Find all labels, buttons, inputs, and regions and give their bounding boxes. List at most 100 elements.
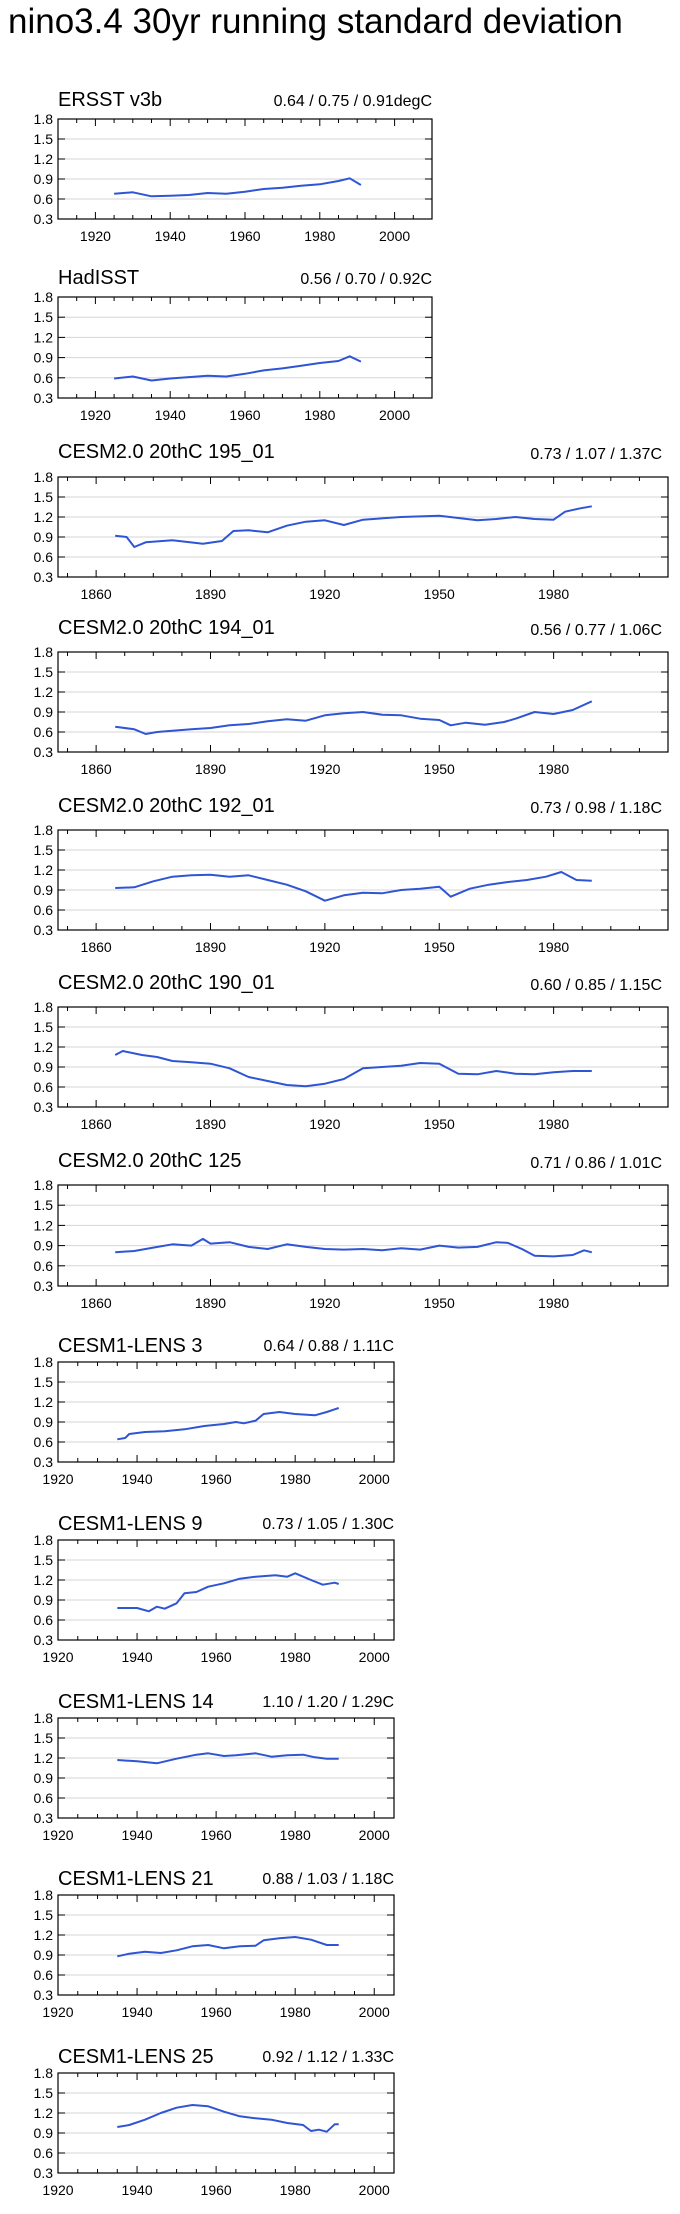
y-tick-label: 1.2 — [34, 1394, 54, 1410]
panel-stats: 0.73 / 1.07 / 1.37C — [530, 446, 662, 463]
x-tick-label: 1920 — [80, 228, 111, 244]
x-tick-label: 1940 — [155, 228, 186, 244]
y-tick-label: 1.8 — [34, 111, 54, 127]
plot-frame — [57, 296, 433, 399]
chart-panel: 0.3 0.6 0.9 1.2 1.5 1.8 1920 1940 1960 1980 2000 — [34, 1887, 395, 2020]
panel-stats: 0.73 / 0.98 / 1.18C — [530, 800, 662, 817]
chart-panel: 0.3 0.6 0.9 1.2 1.5 1.8 1920 1940 1960 1980 2000 — [34, 2065, 395, 2198]
panel-title: HadISST — [58, 267, 140, 289]
series-line — [113, 355, 362, 382]
y-tick-label: 0.3 — [34, 569, 54, 585]
x-tick-label: 1920 — [309, 939, 340, 955]
y-tick-label: 1.8 — [34, 1887, 54, 1903]
series-line — [115, 871, 592, 902]
y-tick-label: 0.6 — [34, 1079, 54, 1095]
x-tick-label: 1890 — [195, 939, 226, 955]
plot-frame — [57, 2072, 395, 2174]
x-tick-label: 2000 — [359, 1471, 390, 1487]
x-tick-label: 1920 — [309, 1295, 340, 1311]
plot-frame — [57, 476, 669, 578]
x-tick-label: 1890 — [195, 586, 226, 602]
y-tick-label: 0.3 — [34, 2165, 54, 2181]
y-tick-label: 0.6 — [34, 1258, 54, 1274]
y-tick-label: 0.9 — [34, 529, 54, 545]
x-tick-label: 1980 — [280, 2182, 311, 2198]
y-tick-label: 0.3 — [34, 390, 54, 406]
y-tick-label: 1.2 — [34, 1039, 54, 1055]
x-tick-label: 1920 — [309, 761, 340, 777]
x-tick-label: 1980 — [304, 407, 335, 423]
x-tick-label: 1860 — [81, 1295, 112, 1311]
y-tick-label: 0.9 — [34, 1592, 54, 1608]
x-tick-label: 1940 — [121, 1471, 152, 1487]
y-tick-label: 0.6 — [34, 724, 54, 740]
y-tick-label: 1.8 — [34, 1710, 54, 1726]
series-line — [115, 505, 592, 548]
x-tick-label: 1920 — [42, 1649, 73, 1665]
y-tick-label: 1.5 — [34, 1197, 54, 1213]
plot-frame — [57, 829, 669, 931]
series-line — [117, 1936, 339, 1958]
series-line — [117, 1572, 340, 1613]
y-tick-label: 1.2 — [34, 509, 54, 525]
plot-frame — [57, 1006, 669, 1108]
x-tick-label: 1920 — [309, 586, 340, 602]
series-line — [114, 1050, 592, 1088]
plot-frame — [57, 1184, 669, 1287]
y-tick-label: 0.6 — [34, 191, 54, 207]
y-tick-label: 1.2 — [34, 2105, 54, 2121]
y-tick-label: 1.8 — [34, 289, 54, 305]
y-tick-label: 0.3 — [34, 211, 54, 227]
chart-panel: 0.3 0.6 0.9 1.2 1.5 1.8 1920 1940 1960 1980 2000 — [34, 1354, 395, 1487]
y-tick-label: 1.5 — [34, 131, 54, 147]
panel-stats: 0.64 / 0.88 / 1.11C — [263, 1338, 394, 1355]
panel-title: CESM1-LENS 25 — [58, 2046, 214, 2068]
x-tick-label: 1860 — [81, 761, 112, 777]
y-tick-label: 0.3 — [34, 1810, 54, 1826]
y-tick-label: 0.3 — [34, 744, 54, 760]
y-tick-label: 1.5 — [34, 309, 54, 325]
panel-stats: 0.60 / 0.85 / 1.15C — [530, 977, 662, 994]
y-tick-label: 1.8 — [34, 1177, 54, 1193]
panel-stats: 0.92 / 1.12 / 1.33C — [262, 2049, 394, 2066]
x-tick-label: 1960 — [229, 228, 260, 244]
panel-stats: 0.88 / 1.03 / 1.18C — [262, 1871, 394, 1888]
chart-panel: 0.3 0.6 0.9 1.2 1.5 1.8 1920 1940 1960 1980 2000 — [34, 289, 433, 423]
y-tick-label: 1.8 — [34, 644, 54, 660]
y-tick-label: 0.3 — [34, 1278, 54, 1294]
x-tick-label: 1980 — [538, 1295, 569, 1311]
x-tick-label: 2000 — [379, 407, 410, 423]
panel-title: ERSST v3b — [58, 89, 163, 111]
x-tick-label: 1960 — [229, 407, 260, 423]
x-tick-label: 1980 — [304, 228, 335, 244]
x-tick-label: 1940 — [155, 407, 186, 423]
y-tick-label: 0.9 — [34, 882, 54, 898]
panel-title: CESM2.0 20thC 125 — [58, 1150, 242, 1172]
panel-title: CESM1-LENS 21 — [58, 1868, 214, 1890]
series-line — [117, 1752, 339, 1765]
x-tick-label: 1940 — [121, 1827, 152, 1843]
x-tick-label: 2000 — [359, 1649, 390, 1665]
x-tick-label: 1890 — [195, 1295, 226, 1311]
plot-frame — [57, 1539, 395, 1641]
chart-panel: 0.3 0.6 0.9 1.2 1.5 1.8 1920 1940 1960 1980 2000 — [34, 1710, 395, 1843]
panel-title: CESM1-LENS 14 — [58, 1691, 214, 1713]
y-tick-label: 0.3 — [34, 1099, 54, 1115]
y-tick-label: 0.9 — [34, 704, 54, 720]
x-tick-label: 1980 — [280, 1827, 311, 1843]
y-tick-label: 1.8 — [34, 2065, 54, 2081]
series-line — [117, 2104, 339, 2133]
chart-panel: 0.3 0.6 0.9 1.2 1.5 1.8 1860 1890 1920 1950 1980 — [34, 644, 669, 777]
x-tick-label: 1940 — [121, 1649, 152, 1665]
series-line — [114, 177, 362, 198]
plot-frame — [57, 118, 433, 220]
plot-frame — [57, 1717, 395, 1819]
plot-frame — [57, 1361, 395, 1463]
y-tick-label: 1.5 — [34, 1730, 54, 1746]
y-tick-label: 1.5 — [34, 2085, 54, 2101]
y-tick-label: 1.8 — [34, 822, 54, 838]
panel-title: CESM2.0 20thC 195_01 — [58, 441, 275, 463]
series-line — [115, 700, 593, 735]
y-tick-label: 1.2 — [34, 151, 54, 167]
plot-frame — [57, 651, 669, 753]
